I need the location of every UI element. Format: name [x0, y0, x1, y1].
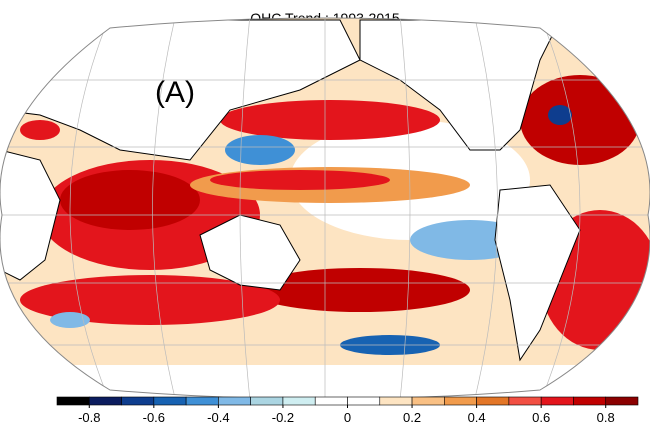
colorbar-bin — [476, 396, 510, 406]
colorbar-tick-label: 0.8 — [597, 410, 615, 425]
colorbar-tick-label: -0.6 — [143, 410, 165, 425]
map-outline — [0, 17, 650, 400]
colorbar-bin — [282, 396, 316, 406]
colorbar-tick-label: -0.2 — [272, 410, 294, 425]
colorbar-bin — [605, 396, 639, 406]
colorbar-bin — [56, 396, 90, 406]
colorbar-tick-label: 0 — [344, 410, 351, 425]
colorbar-bin — [88, 396, 122, 406]
colorbar-bin — [218, 396, 251, 406]
colorbar-bin — [444, 396, 477, 406]
colorbar-bin — [250, 396, 284, 406]
colorbar-bin — [540, 396, 574, 406]
colorbar-bin — [379, 396, 413, 406]
colorbar-tick-label: -0.8 — [78, 410, 100, 425]
colorbar-tick-label: -0.4 — [207, 410, 229, 425]
colorbar-bin — [121, 396, 155, 406]
colorbar-bin — [314, 396, 348, 406]
panel-label: (A) — [155, 76, 195, 109]
colorbar-bin — [411, 396, 445, 406]
colorbar-bin — [347, 396, 381, 406]
colorbar: -0.8 -0.6 -0.4 -0.2 0 0.2 0.4 0.6 0.8 — [56, 396, 639, 425]
colorbar-tick-label: 0.4 — [468, 410, 486, 425]
colorbar-tick-label: 0.2 — [403, 410, 421, 425]
colorbar-bin — [185, 396, 219, 406]
colorbar-bin — [508, 396, 542, 406]
colorbar-bin — [153, 396, 187, 406]
colorbar-tick-label: 0.6 — [532, 410, 550, 425]
colorbar-bin — [573, 396, 607, 406]
